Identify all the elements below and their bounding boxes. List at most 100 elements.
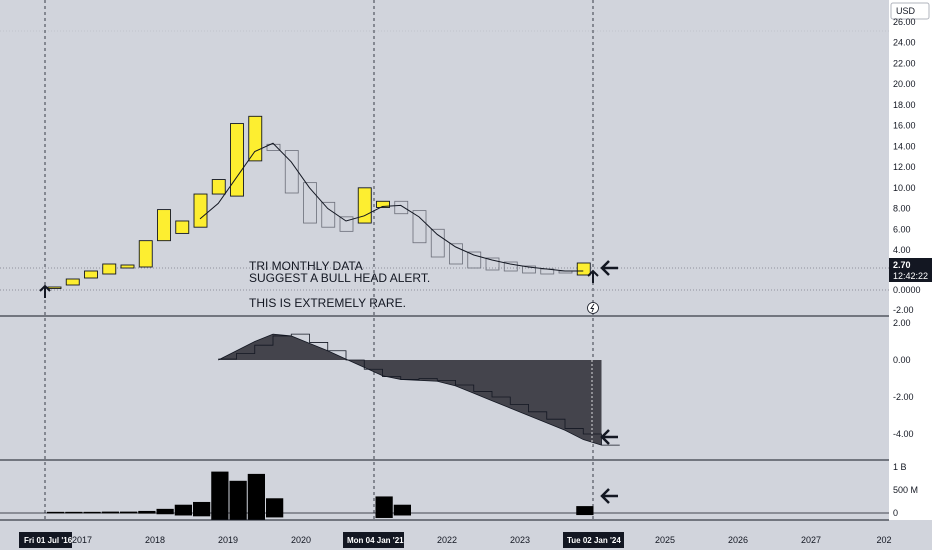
price-tick-2: 22.00 bbox=[893, 58, 916, 68]
time-tick-1: 2018 bbox=[145, 535, 165, 545]
volume-bar-lower-9 bbox=[211, 513, 229, 521]
date-label-2: Mon 04 Jan '21 bbox=[343, 532, 404, 548]
volume-bar-9 bbox=[211, 471, 229, 513]
candle-20 bbox=[412, 210, 427, 244]
candle-3 bbox=[102, 263, 117, 275]
svg-text:Mon 04 Jan '21: Mon 04 Jan '21 bbox=[347, 536, 404, 545]
indicator-smooth-line bbox=[218, 333, 602, 446]
volume-bar-0 bbox=[47, 511, 65, 513]
date-label-3: Tue 02 Jan '24 bbox=[563, 532, 624, 548]
time-tick-6: 2023 bbox=[510, 535, 530, 545]
price-label-box bbox=[889, 258, 932, 282]
volume-bar-3 bbox=[101, 511, 119, 513]
price-tick-0: 26.00 bbox=[893, 17, 916, 27]
volume-bar-lower-15 bbox=[576, 513, 594, 516]
volume-bar-7 bbox=[174, 504, 192, 513]
time-tick-5: 2022 bbox=[437, 535, 457, 545]
date-label-1: Fri 01 Jul '16 bbox=[19, 532, 73, 548]
candle-24 bbox=[485, 257, 500, 271]
candle-0 bbox=[47, 286, 62, 289]
candle-23 bbox=[467, 251, 482, 269]
svg-text:Tue 02 Jan '24: Tue 02 Jan '24 bbox=[567, 536, 621, 545]
candle-18 bbox=[376, 200, 390, 208]
lightning-icon[interactable] bbox=[587, 302, 599, 314]
moving-average-line bbox=[199, 142, 584, 272]
svg-text:Fri 01 Jul '16: Fri 01 Jul '16 bbox=[24, 536, 73, 545]
volume-bar-8 bbox=[193, 501, 211, 513]
candle-5 bbox=[138, 240, 153, 268]
time-axis-background bbox=[0, 520, 932, 550]
price-tick-8: 10.00 bbox=[893, 183, 916, 193]
candle-2 bbox=[84, 270, 98, 279]
volume-bar-lower-14 bbox=[393, 513, 411, 516]
candle-10 bbox=[230, 123, 244, 197]
candle-16 bbox=[339, 216, 354, 232]
time-tick-8: 2025 bbox=[655, 535, 675, 545]
price-tick-12: 0.0000 bbox=[893, 285, 921, 295]
candle-19 bbox=[394, 200, 409, 215]
volume-tick-0: 1 B bbox=[893, 462, 907, 472]
candle-14 bbox=[303, 182, 317, 224]
time-tick-0: 2017 bbox=[72, 535, 92, 545]
price-tick-7: 12.00 bbox=[893, 162, 916, 172]
candle-1 bbox=[65, 278, 80, 286]
indicator-tick-1: 0.00 bbox=[893, 355, 911, 365]
candle-22 bbox=[449, 243, 463, 265]
indicator-tick-2: -2.00 bbox=[893, 392, 914, 402]
annotation-line-2: SUGGEST A BULL HEAD ALERT. bbox=[249, 271, 430, 285]
indicator-layer bbox=[218, 333, 620, 446]
annotation-line-1: TRI MONTHLY DATA bbox=[249, 259, 363, 273]
annotation-line-3: THIS IS EXTREMELY RARE. bbox=[249, 296, 406, 310]
volume-bar-11 bbox=[247, 473, 265, 513]
indicator-area bbox=[218, 334, 602, 446]
candle-17 bbox=[357, 187, 372, 224]
volume-bar-5 bbox=[138, 510, 156, 513]
candle-9 bbox=[211, 179, 226, 195]
candle-21 bbox=[430, 228, 445, 258]
volume-bar-lower-12 bbox=[266, 513, 284, 518]
indicator-tick-0: 2.00 bbox=[893, 318, 911, 328]
price-label-value: 2.70 bbox=[893, 260, 911, 270]
up-arrow-left-icon bbox=[39, 284, 51, 298]
currency-button[interactable] bbox=[890, 2, 930, 20]
price-tick-9: 8.00 bbox=[893, 204, 911, 214]
candle-25 bbox=[503, 261, 518, 272]
time-tick-10: 2027 bbox=[801, 535, 821, 545]
candles-layer bbox=[47, 115, 591, 289]
volume-bar-6 bbox=[156, 508, 174, 513]
volume-bar-lower-10 bbox=[229, 513, 247, 521]
candle-29 bbox=[576, 262, 591, 276]
volume-bar-13 bbox=[375, 496, 393, 513]
pane-dividers bbox=[0, 315, 932, 461]
price-tick-3: 20.00 bbox=[893, 79, 916, 89]
time-tick-3: 2020 bbox=[291, 535, 311, 545]
left-arrow-indicator-icon bbox=[600, 429, 618, 445]
price-label-countdown: 12:42:22 bbox=[893, 271, 928, 281]
time-axis[interactable]: 2017201820192020202120222023202420252026… bbox=[0, 519, 932, 550]
candle-11 bbox=[248, 115, 263, 162]
indicator-tick-3: -4.00 bbox=[893, 429, 914, 439]
indicator-ticks: 2.00 0.00 -2.00 -4.00 bbox=[893, 318, 914, 439]
volume-tick-2: 0 bbox=[893, 508, 898, 518]
candle-8 bbox=[193, 193, 208, 228]
price-tick-10: 6.00 bbox=[893, 224, 911, 234]
candle-4 bbox=[120, 264, 135, 269]
volume-bar-lower-6 bbox=[156, 513, 174, 515]
candle-7 bbox=[175, 220, 190, 234]
volume-bar-lower-11 bbox=[247, 513, 265, 521]
volume-bar-lower-8 bbox=[193, 513, 211, 517]
candle-15 bbox=[321, 201, 336, 228]
volume-bar-lower-5 bbox=[138, 513, 156, 514]
price-tick-6: 14.00 bbox=[893, 141, 916, 151]
price-tick-4: 18.00 bbox=[893, 100, 916, 110]
volume-bar-14 bbox=[393, 504, 411, 513]
price-axis[interactable]: USD 26.00 24.00 22.00 20.00 18.00 16.00 14.00 1… bbox=[889, 0, 932, 520]
volume-bar-12 bbox=[266, 498, 284, 513]
left-arrow-volume-icon bbox=[600, 488, 618, 504]
price-tick-13: -2.00 bbox=[893, 305, 914, 315]
arrows bbox=[39, 260, 618, 504]
price-tick-5: 16.00 bbox=[893, 121, 916, 131]
volume-tick-1: 500 M bbox=[893, 485, 918, 495]
